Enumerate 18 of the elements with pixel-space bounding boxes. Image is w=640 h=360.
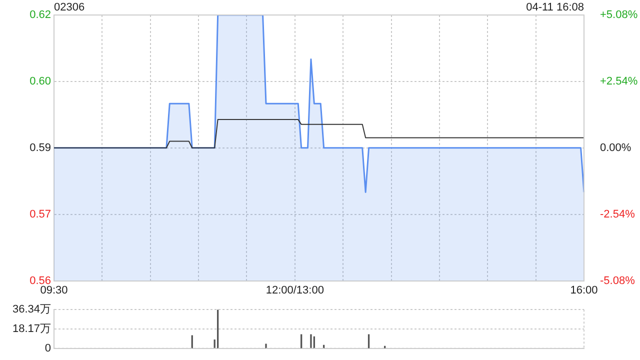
- y2-tick-label: 0.00%: [600, 142, 632, 154]
- x-tick-label: 16:00: [570, 284, 598, 296]
- y-tick-label: 36.34万: [12, 304, 51, 316]
- y2-tick-label: -2.54%: [600, 208, 636, 220]
- y-tick-label: 0.62: [30, 9, 51, 22]
- y-tick-label: 0.60: [30, 75, 51, 88]
- y2-tick-label: +5.08%: [600, 9, 638, 22]
- x-tick-label: 09:30: [40, 284, 68, 296]
- y-tick-label: 18.17万: [12, 323, 51, 336]
- y-tick-label: 0.56: [30, 274, 51, 287]
- chart-title: 02306: [54, 2, 85, 14]
- y2-tick-label: -5.08%: [600, 274, 636, 287]
- y-tick-label: 0.59: [30, 142, 51, 154]
- text: 04-11 16:08: [526, 2, 584, 14]
- x-tick-label: 12:00/13:00: [266, 284, 324, 296]
- y-tick-label: 0.57: [30, 208, 51, 220]
- y-tick-label: 0: [44, 342, 51, 354]
- y2-tick-label: +2.54%: [600, 75, 638, 88]
